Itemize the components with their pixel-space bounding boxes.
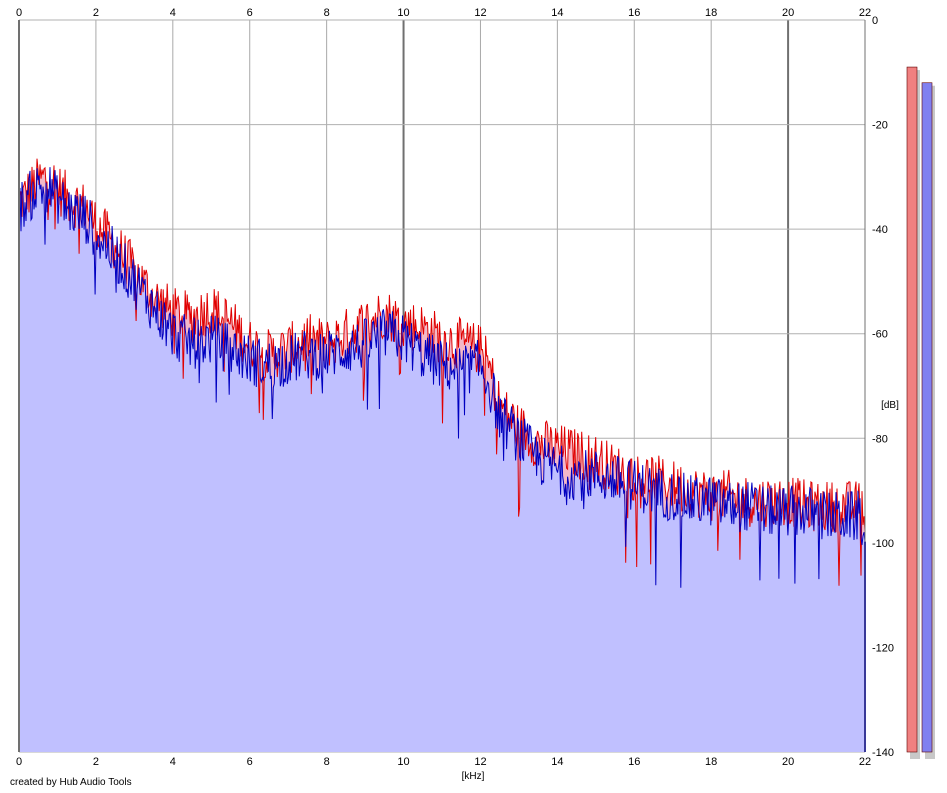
- x-tick-label-bottom: 8: [324, 756, 330, 768]
- x-tick-label-top: 4: [170, 7, 176, 19]
- level-bar: [921, 82, 933, 753]
- x-tick-label-bottom: 0: [16, 756, 22, 768]
- credit-text: created by Hub Audio Tools: [10, 777, 132, 788]
- y-tick-labels: 0 -20 -40 -60 -80 -100 -120 -140: [872, 15, 894, 759]
- x-tick-label-top: 20: [782, 7, 794, 19]
- x-tick-label-bottom: 16: [628, 756, 640, 768]
- level-bar: [906, 66, 918, 753]
- y-tick-label: 0: [872, 15, 878, 27]
- series-2-area: [19, 167, 865, 752]
- x-tick-label-bottom: 2: [93, 756, 99, 768]
- x-tick-label-bottom: 14: [551, 756, 563, 768]
- y-tick-label: -20: [872, 120, 888, 132]
- x-tick-label-top: 16: [628, 7, 640, 19]
- x-tick-label-bottom: 6: [247, 756, 253, 768]
- x-tick-label-top: 14: [551, 7, 563, 19]
- x-tick-label-top: 8: [324, 7, 330, 19]
- x-tick-label-top: 12: [474, 7, 486, 19]
- x-tick-label-top: 22: [859, 7, 871, 19]
- y-tick-label: -120: [872, 642, 894, 654]
- x-tick-label-top: 0: [16, 7, 22, 19]
- x-tick-label-bottom: 18: [705, 756, 717, 768]
- x-axis-label: [kHz]: [462, 771, 485, 782]
- level-meters: [906, 66, 935, 760]
- series-2-line: [18, 167, 866, 588]
- x-tick-label-top: 10: [397, 7, 409, 19]
- x-tick-label-top: 6: [247, 7, 253, 19]
- x-tick-label-bottom: 12: [474, 756, 486, 768]
- x-tick-label-bottom: 10: [397, 756, 409, 768]
- y-axis-label: [dB]: [881, 400, 899, 411]
- series-1-line: [18, 158, 866, 586]
- x-tick-labels-bottom: 0 2 4 6 8 10 12 14 16 18 20 22: [16, 756, 871, 768]
- y-tick-label: -60: [872, 329, 888, 341]
- y-tick-label: -100: [872, 538, 894, 550]
- plot-frame: [18, 20, 866, 752]
- x-tick-labels-top: 0 2 4 6 8 10 12 14 16 18 20 22: [16, 7, 871, 19]
- series-group: [18, 158, 866, 752]
- x-tick-label-top: 2: [93, 7, 99, 19]
- x-tick-label-top: 18: [705, 7, 717, 19]
- y-tick-label: -40: [872, 224, 888, 236]
- y-tick-label: -80: [872, 433, 888, 445]
- x-tick-label-bottom: 4: [170, 756, 176, 768]
- x-tick-label-bottom: 20: [782, 756, 794, 768]
- y-tick-label: -140: [872, 747, 894, 759]
- x-tick-label-bottom: 22: [859, 756, 871, 768]
